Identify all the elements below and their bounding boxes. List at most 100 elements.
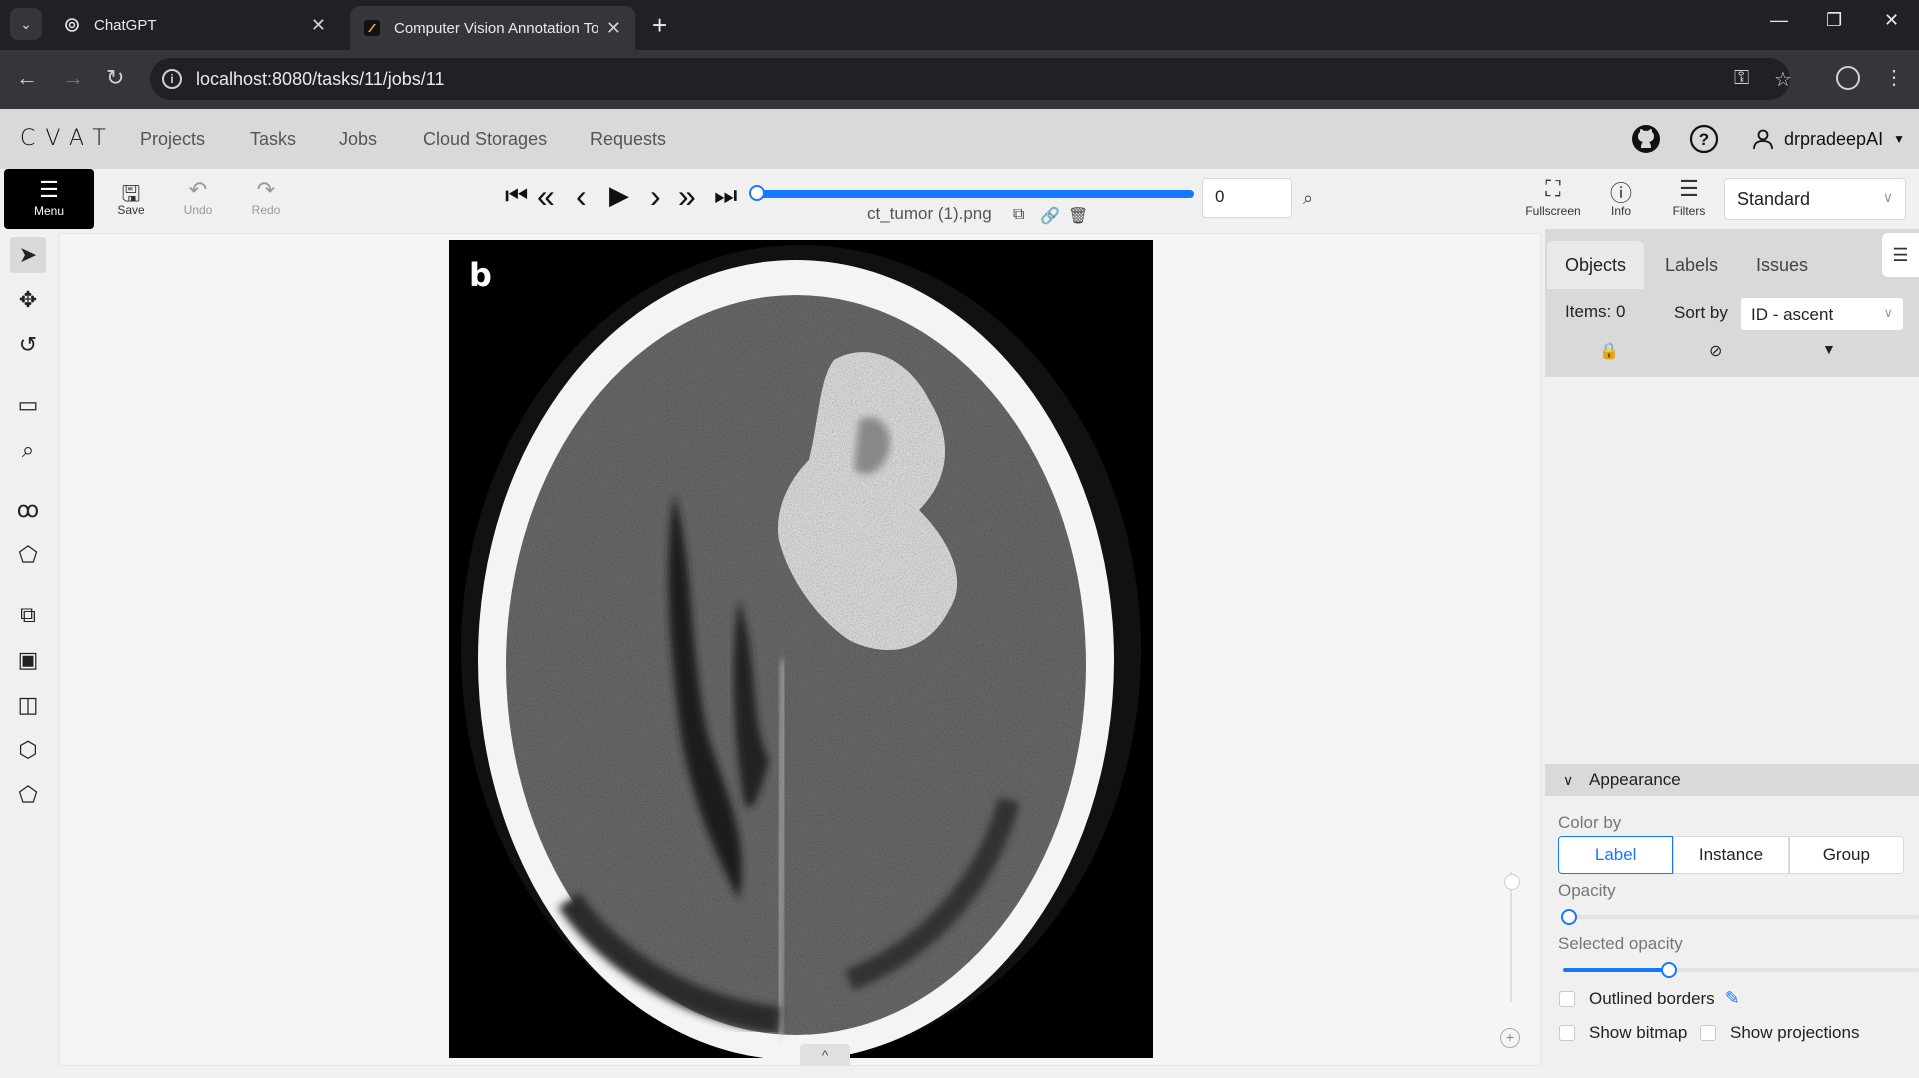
search-icon[interactable]: ⌕ [1303, 188, 1314, 208]
appearance-title: Appearance [1589, 770, 1681, 789]
checkbox-box[interactable] [1559, 990, 1575, 1007]
menu-button[interactable]: ☰ Menu [4, 169, 94, 229]
frame-slider-track[interactable] [757, 190, 1194, 198]
checkbox-box[interactable] [1559, 1025, 1575, 1041]
frame-number-input[interactable]: 0 [1202, 178, 1292, 218]
color-by-group-option[interactable]: Group [1788, 836, 1904, 874]
info-button[interactable]: ⓘ Info [1591, 176, 1651, 218]
nav-jobs[interactable]: Jobs [339, 129, 378, 149]
filters-button[interactable]: ☰ Filters [1659, 176, 1719, 218]
next-frame-icon[interactable]: › [650, 178, 661, 214]
browser-tab-chatgpt[interactable]: ChatGPT ✕ [50, 8, 340, 42]
frame-slider-handle[interactable] [749, 185, 765, 201]
tab-issues[interactable]: Issues [1756, 255, 1809, 275]
minimize-icon[interactable]: — [1770, 10, 1788, 30]
previous-frame-icon[interactable]: ‹ [576, 178, 587, 214]
zoom-region-icon[interactable]: ⌕ [21, 437, 35, 462]
tab-objects[interactable]: Objects [1547, 241, 1645, 289]
back-icon[interactable]: ← [16, 65, 38, 90]
tab-search-button[interactable]: ⌄ [10, 8, 42, 40]
expand-panel-icon[interactable]: ^ [800, 1044, 850, 1066]
color-by-label-option[interactable]: Label [1558, 836, 1674, 874]
points-icon[interactable]: ⬠ [18, 782, 38, 807]
opencv-icon[interactable]: ⧉ [20, 602, 36, 627]
save-button[interactable]: 🖫 Save [106, 177, 156, 217]
nav-requests[interactable]: Requests [590, 129, 667, 149]
rotate-icon[interactable]: ↺ [18, 332, 38, 357]
delete-frame-icon[interactable]: 🗑 [1068, 208, 1089, 225]
browser-menu-icon[interactable]: ⋮ [1884, 67, 1904, 89]
show-projections-checkbox[interactable]: Show projections [1700, 1023, 1859, 1043]
play-icon[interactable]: ▶ [609, 180, 629, 210]
color-by-instance-option[interactable]: Instance [1673, 836, 1789, 874]
chevron-down-icon: ∨ [1882, 189, 1893, 205]
close-tab-icon[interactable]: ✕ [605, 17, 621, 38]
selected-opacity-slider-fill [1563, 968, 1669, 972]
close-tab-icon[interactable]: ✕ [310, 14, 326, 35]
tab-labels[interactable]: Labels [1665, 255, 1719, 275]
restore-icon[interactable]: ❐ [1826, 10, 1843, 30]
caret-down-icon[interactable]: ▼ [1822, 341, 1836, 357]
outlined-borders-checkbox[interactable]: Outlined borders ✎ [1559, 988, 1740, 1009]
first-frame-icon[interactable]: ⏮ [505, 180, 529, 210]
redo-button[interactable]: ↷ Redo [241, 177, 291, 217]
polygon-icon[interactable]: ⬠ [18, 542, 38, 567]
zoom-slider-handle[interactable] [1504, 874, 1520, 890]
lock-icon[interactable]: 🔒 [1599, 343, 1619, 360]
new-tab-icon[interactable]: + [652, 10, 668, 40]
ct-scan-image[interactable]: b [449, 240, 1153, 1058]
copy-filename-icon[interactable]: ⧉ [1013, 206, 1025, 223]
fullscreen-button[interactable]: ⛶ Fullscreen [1523, 176, 1583, 218]
redo-label: Redo [251, 203, 281, 217]
selected-opacity-slider-handle[interactable] [1661, 962, 1677, 978]
profile-icon[interactable] [1836, 66, 1860, 90]
opacity-slider-handle[interactable] [1561, 909, 1577, 925]
forward-icon[interactable]: → [62, 65, 84, 90]
site-info-icon[interactable]: i [162, 69, 182, 89]
hide-all-icon[interactable]: ⊘ [1709, 343, 1723, 360]
url-bar[interactable]: i localhost:8080/tasks/11/jobs/11 ⚿ ☆ [150, 58, 1792, 100]
fullscreen-label: Fullscreen [1525, 204, 1581, 218]
checkbox-box[interactable] [1700, 1025, 1716, 1041]
nav-tasks[interactable]: Tasks [250, 129, 297, 149]
controls-sidebar: ➤ ✥ ↺ ▭ ⌕ ꝏ ⬠ ⧉ ▣ ◫ ⬡ ⬠ [0, 229, 55, 1078]
bookmark-star-icon[interactable]: ☆ [1774, 69, 1792, 91]
password-key-icon[interactable]: ⚿ [1734, 67, 1750, 89]
undo-button[interactable]: ↶ Undo [173, 177, 223, 217]
polyline-icon[interactable]: ⬡ [18, 737, 38, 762]
fit-image-icon[interactable]: ▭ [17, 392, 39, 417]
nav-cloud-storages[interactable]: Cloud Storages [423, 129, 548, 149]
zoom-slider-track[interactable] [1510, 872, 1512, 1002]
help-icon[interactable]: ? [1688, 123, 1720, 155]
reload-icon[interactable]: ↻ [106, 65, 125, 90]
selected-opacity-slider-track[interactable] [1563, 968, 1919, 972]
last-frame-icon[interactable]: ⏭ [714, 180, 738, 210]
ai-tools-icon[interactable]: ꝏ [16, 497, 40, 522]
show-bitmap-checkbox[interactable]: Show bitmap [1559, 1023, 1687, 1043]
workspace-select[interactable]: Standard ∨ [1724, 178, 1906, 220]
items-count: Items: 0 [1565, 302, 1626, 321]
info-label: Info [1610, 204, 1631, 218]
previous-step-icon[interactable]: « [537, 178, 555, 214]
opacity-slider-track[interactable] [1563, 915, 1919, 919]
browser-tab-cvat[interactable]: Computer Vision Annotation To ✕ [350, 6, 635, 50]
github-icon[interactable] [1630, 123, 1662, 155]
cvat-logo[interactable]: CVAT [20, 126, 116, 151]
selected-opacity-label: Selected opacity [1558, 934, 1683, 953]
rectangle-icon[interactable]: ▣ [17, 647, 39, 672]
user-menu[interactable]: drpradeepAI ▼ [1752, 128, 1905, 150]
link-icon[interactable]: 🔗 [1040, 208, 1060, 225]
chevron-down-icon: ∨ [1563, 772, 1574, 788]
save-label: Save [117, 203, 145, 217]
color-picker-icon[interactable]: ✎ [1724, 988, 1740, 1008]
nav-projects[interactable]: Projects [140, 129, 206, 149]
zoom-in-icon[interactable]: + [1500, 1028, 1520, 1048]
next-step-icon[interactable]: » [678, 178, 696, 214]
collapse-sidebar-icon[interactable]: ☰ [1882, 233, 1919, 277]
cursor-icon[interactable]: ➤ [10, 237, 46, 273]
move-image-icon[interactable]: ✥ [18, 287, 38, 312]
sort-select[interactable]: ID - ascent ∨ [1740, 297, 1904, 331]
appearance-header[interactable]: ∨ Appearance [1545, 764, 1919, 796]
close-window-icon[interactable]: ✕ [1884, 10, 1900, 30]
cuboid-icon[interactable]: ◫ [17, 692, 39, 717]
